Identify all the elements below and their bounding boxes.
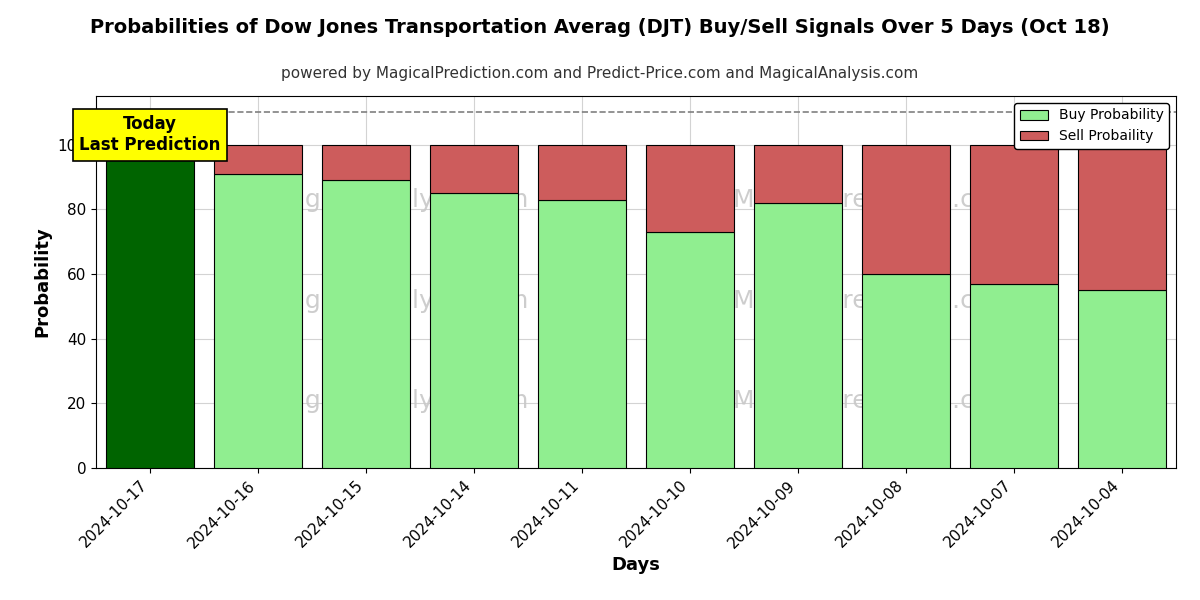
Bar (106, 145, 194, 154)
Text: MagicalPrediction.com: MagicalPrediction.com (733, 289, 1014, 313)
Bar (322, 145, 410, 180)
Bar (862, 274, 950, 468)
Text: Probabilities of Dow Jones Transportation Averag (DJT) Buy/Sell Signals Over 5 D: Probabilities of Dow Jones Transportatio… (90, 18, 1110, 37)
Bar (754, 203, 842, 468)
Bar (862, 145, 950, 274)
Text: MagicalPrediction.com: MagicalPrediction.com (733, 188, 1014, 212)
Bar (538, 200, 626, 468)
Bar (1078, 145, 1166, 290)
Text: powered by MagicalPrediction.com and Predict-Price.com and MagicalAnalysis.com: powered by MagicalPrediction.com and Pre… (281, 66, 919, 81)
Bar (754, 145, 842, 203)
Bar (430, 145, 518, 193)
Text: Today
Last Prediction: Today Last Prediction (79, 115, 221, 154)
Bar (970, 145, 1058, 284)
Bar (538, 145, 626, 200)
Text: MagicalPrediction.com: MagicalPrediction.com (733, 389, 1014, 413)
Text: MagicalAnalysis.com: MagicalAnalysis.com (269, 289, 528, 313)
Bar (1078, 290, 1166, 468)
X-axis label: Days: Days (612, 556, 660, 574)
Y-axis label: Probability: Probability (34, 227, 52, 337)
Bar (106, 154, 194, 468)
Bar (322, 180, 410, 468)
Legend: Buy Probability, Sell Probaility: Buy Probability, Sell Probaility (1014, 103, 1169, 149)
Bar (646, 145, 734, 232)
Bar (214, 173, 302, 468)
Bar (646, 232, 734, 468)
Text: MagicalAnalysis.com: MagicalAnalysis.com (269, 188, 528, 212)
Bar (970, 284, 1058, 468)
Bar (430, 193, 518, 468)
Bar (214, 145, 302, 173)
Text: MagicalAnalysis.com: MagicalAnalysis.com (269, 389, 528, 413)
